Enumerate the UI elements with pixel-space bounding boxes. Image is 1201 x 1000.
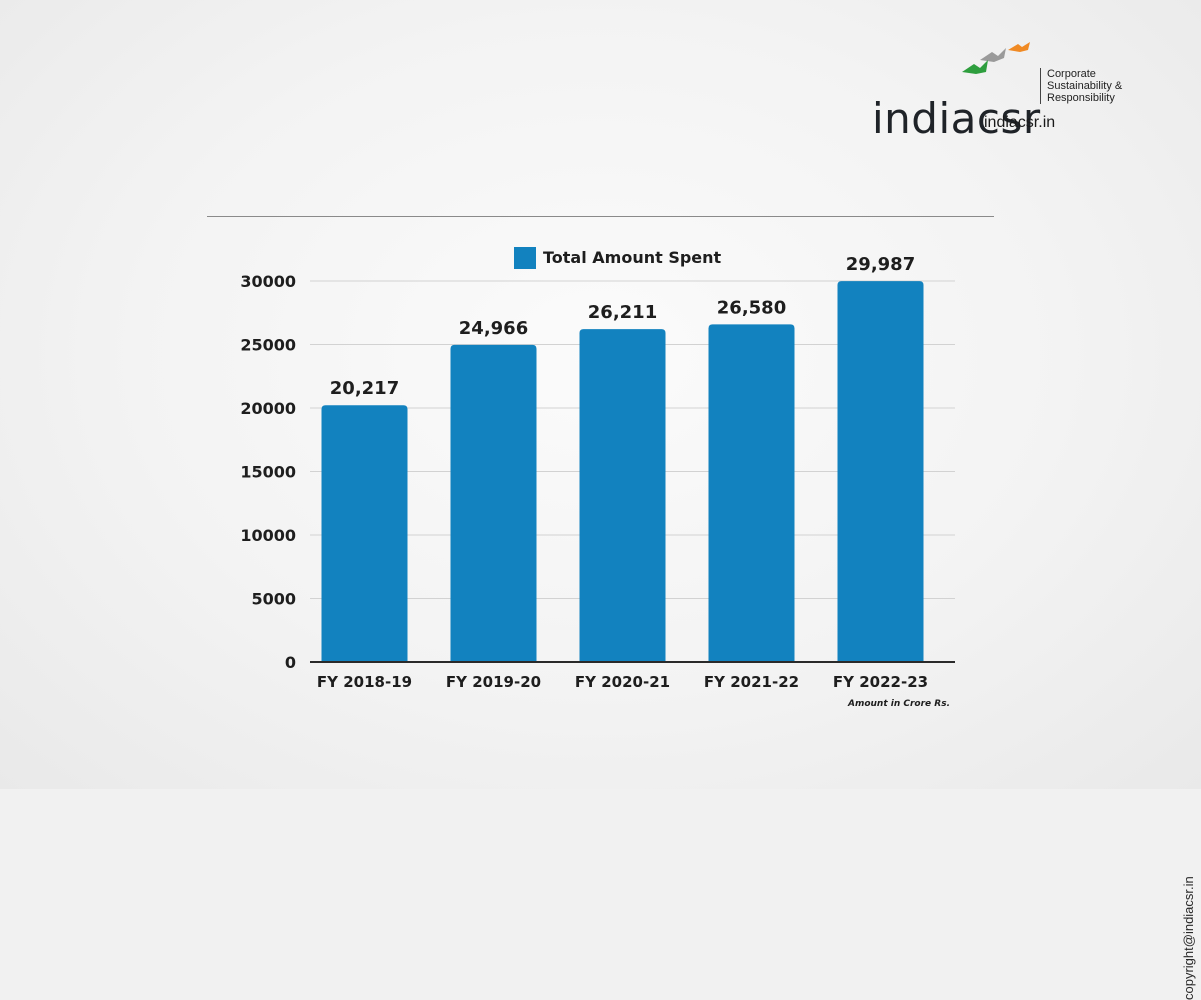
brand-logo: indiacsr Corporate Sustainability & Resp… — [866, 40, 1156, 140]
tagline-line-2: Sustainability & — [1047, 80, 1123, 92]
bar-value-label: 26,580 — [717, 297, 786, 318]
logo-divider — [1040, 68, 1041, 104]
tagline-line-3: Responsibility — [1047, 92, 1115, 104]
x-tick-label: FY 2021-22 — [704, 673, 799, 691]
orange-bird-icon — [1008, 42, 1030, 52]
x-tick-label: FY 2018-19 — [317, 673, 412, 691]
tagline-line-1: Corporate — [1047, 68, 1096, 80]
logo-tagline: Corporate Sustainability & Responsibilit… — [1047, 68, 1157, 104]
y-tick-label: 10000 — [240, 526, 296, 545]
y-axis-ticks: 0 5000 10000 15000 20000 25000 30000 — [240, 272, 296, 672]
bar — [321, 405, 408, 662]
bar-value-label: 29,987 — [846, 254, 915, 275]
copyright-notice: copyright@indiacsr.in — [1181, 876, 1196, 1000]
bar-value-label: 24,966 — [459, 318, 528, 339]
unit-note: Amount in Crore Rs. — [847, 699, 950, 709]
y-tick-label: 15000 — [240, 463, 296, 482]
bars — [321, 281, 924, 662]
top-divider — [207, 216, 994, 217]
green-bird-icon — [962, 60, 988, 74]
x-tick-label: FY 2019-20 — [446, 673, 541, 691]
bar-value-label: 20,217 — [330, 378, 399, 399]
legend-swatch — [514, 247, 536, 269]
bar — [450, 344, 537, 662]
bar — [837, 281, 924, 662]
grey-bird-icon — [980, 48, 1006, 62]
legend-label: Total Amount Spent — [543, 248, 722, 267]
x-tick-label: FY 2020-21 — [575, 673, 670, 691]
bar — [579, 329, 666, 662]
x-tick-label: FY 2022-23 — [833, 673, 928, 691]
birds-icon — [962, 42, 1030, 74]
y-tick-label: 20000 — [240, 399, 296, 418]
bar — [708, 324, 795, 662]
value-labels: 20,217 24,966 26,211 26,580 29,987 — [330, 254, 915, 399]
y-tick-label: 0 — [285, 653, 296, 672]
bar-value-label: 26,211 — [588, 302, 657, 323]
y-tick-label: 25000 — [240, 336, 296, 355]
legend: Total Amount Spent — [514, 247, 722, 269]
y-tick-label: 30000 — [240, 272, 296, 291]
y-tick-label: 5000 — [251, 590, 296, 609]
logo-wordmark: indiacsr — [872, 94, 1041, 143]
bar-chart: 0 5000 10000 15000 20000 25000 30000 20,217 24,… — [240, 247, 955, 709]
x-axis-labels: FY 2018-19 FY 2019-20 FY 2020-21 FY 2021-22… — [317, 673, 928, 691]
site-url: indiacsr.in — [984, 114, 1056, 131]
